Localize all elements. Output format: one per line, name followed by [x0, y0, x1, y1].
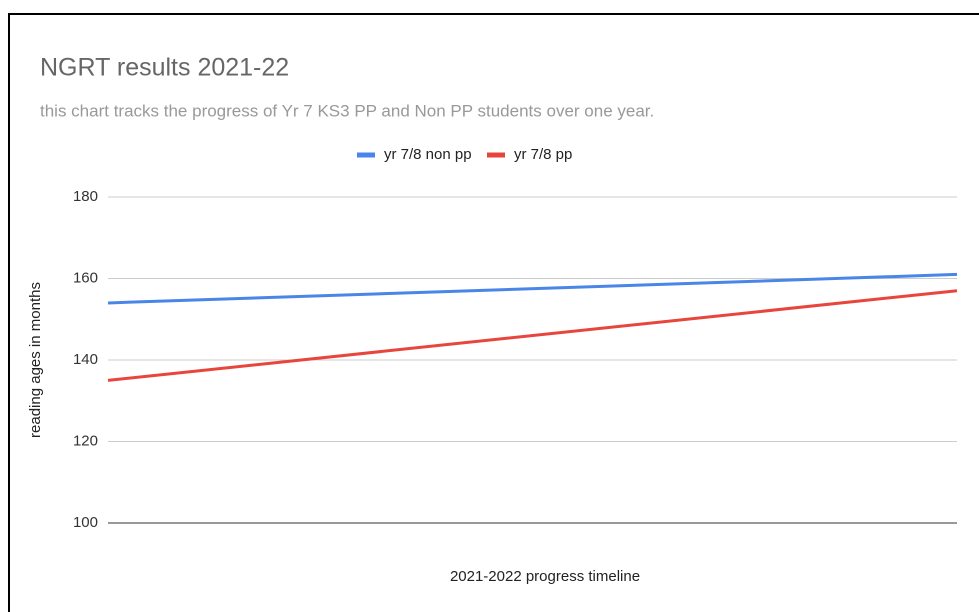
chart-subtitle: this chart tracks the progress of Yr 7 K… — [40, 101, 654, 120]
x-axis-label: 2021-2022 progress timeline — [450, 568, 640, 585]
y-tick-label: 120 — [73, 432, 98, 449]
y-tick-label: 100 — [73, 514, 98, 531]
y-axis-label: reading ages in months — [27, 282, 44, 438]
y-tick-label: 180 — [73, 188, 98, 205]
y-tick-label: 140 — [73, 351, 98, 368]
series-line — [107, 272, 958, 305]
legend-label: yr 7/8 non pp — [384, 146, 472, 163]
chart-title: NGRT results 2021-22 — [40, 54, 289, 82]
chart-frame — [8, 13, 979, 612]
y-tick-label: 160 — [73, 269, 98, 286]
series-line — [107, 289, 958, 382]
legend-label: yr 7/8 pp — [514, 146, 572, 163]
